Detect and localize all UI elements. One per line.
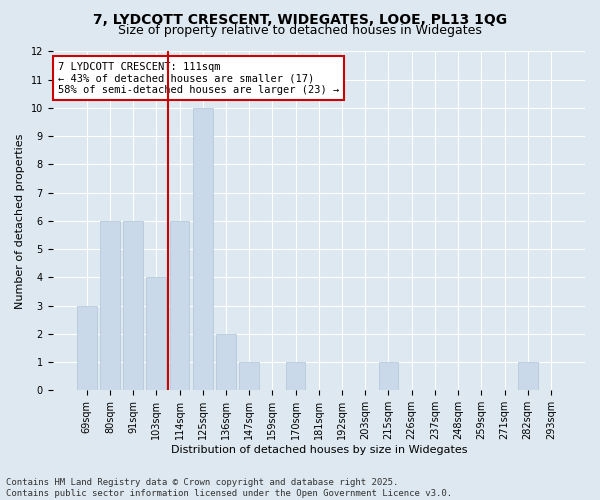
Bar <box>286 362 305 390</box>
Bar <box>518 362 538 390</box>
Title: 7, LYDCOTT CRESCENT, WIDEGATES, LOOE, PL13 1QG
Size of property relative to deta: 7, LYDCOTT CRESCENT, WIDEGATES, LOOE, PL… <box>0 499 1 500</box>
Text: Contains HM Land Registry data © Crown copyright and database right 2025.
Contai: Contains HM Land Registry data © Crown c… <box>6 478 452 498</box>
X-axis label: Distribution of detached houses by size in Widegates: Distribution of detached houses by size … <box>170 445 467 455</box>
Bar <box>239 362 259 390</box>
Bar <box>146 278 166 390</box>
Bar <box>100 221 120 390</box>
Text: 7 LYDCOTT CRESCENT: 111sqm
← 43% of detached houses are smaller (17)
58% of semi: 7 LYDCOTT CRESCENT: 111sqm ← 43% of deta… <box>58 62 339 95</box>
Bar <box>193 108 212 391</box>
Y-axis label: Number of detached properties: Number of detached properties <box>15 133 25 308</box>
Text: Size of property relative to detached houses in Widegates: Size of property relative to detached ho… <box>118 24 482 37</box>
Bar <box>77 306 97 390</box>
Bar <box>123 221 143 390</box>
Bar <box>216 334 236 390</box>
Bar <box>379 362 398 390</box>
Bar <box>170 221 190 390</box>
Text: 7, LYDCOTT CRESCENT, WIDEGATES, LOOE, PL13 1QG: 7, LYDCOTT CRESCENT, WIDEGATES, LOOE, PL… <box>93 12 507 26</box>
